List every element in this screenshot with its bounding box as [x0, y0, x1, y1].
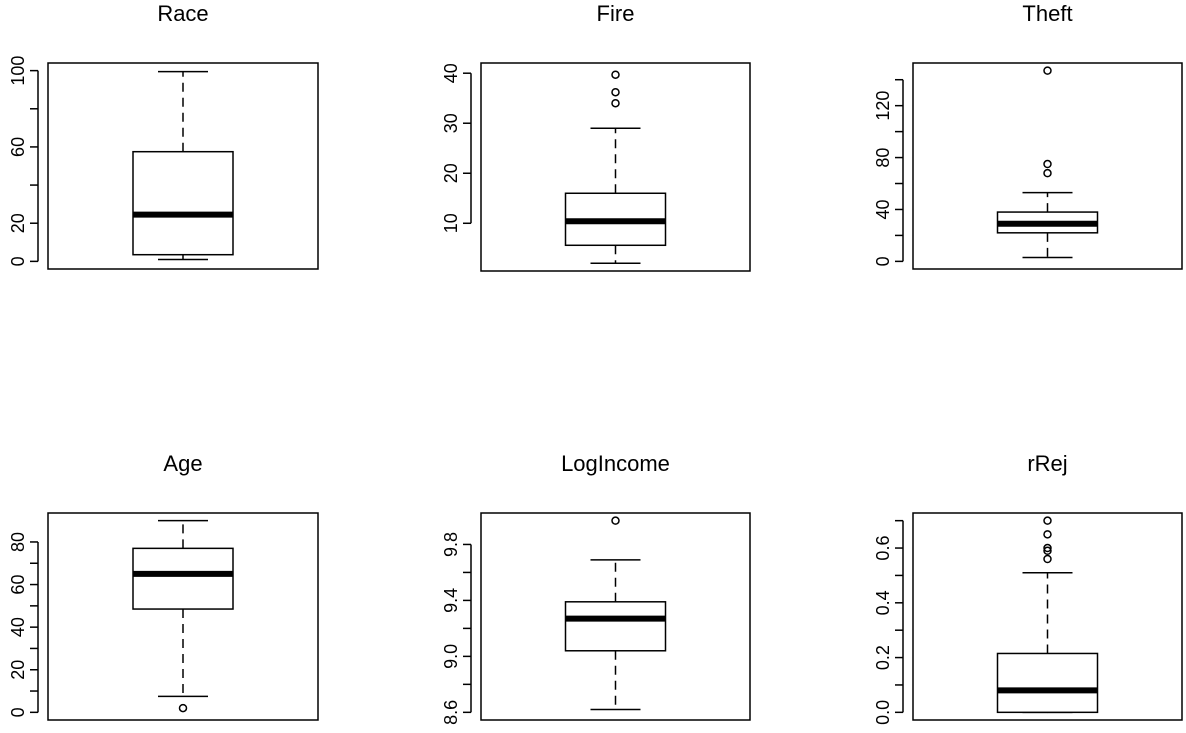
plot-frame [47, 62, 319, 270]
y-tick-label: 9.0 [441, 644, 461, 669]
outlier-point [178, 703, 188, 713]
chart-title: Theft [1022, 1, 1072, 26]
y-tick-label: 20 [8, 660, 28, 680]
y-tick-label: 9.4 [441, 588, 461, 613]
outlier-point [1043, 159, 1052, 169]
y-tick-label: 60 [8, 575, 28, 595]
chart-title: rRej [1027, 451, 1067, 476]
plot-frame [480, 512, 751, 721]
y-tick-label: 30 [441, 113, 461, 133]
y-tick-label: 20 [441, 163, 461, 183]
outlier-point [611, 516, 620, 525]
iqr-box [132, 547, 234, 610]
y-tick-label: 40 [873, 199, 893, 219]
outlier-point [1043, 516, 1052, 525]
boxplot-panel-age: Age 0 20 40 60 80 [8, 451, 319, 721]
y-tick-label: 80 [8, 532, 28, 552]
y-tick-label: 60 [8, 137, 28, 157]
plot-frame [912, 62, 1183, 270]
outlier-point [1043, 530, 1052, 539]
chart-title: Race [157, 1, 208, 26]
outlier-point [1043, 168, 1052, 178]
outlier-point [611, 70, 620, 79]
y-tick-label: 40 [441, 63, 461, 83]
plot-frame [480, 62, 751, 272]
iqr-box [132, 150, 234, 256]
y-tick-label: 8.6 [441, 700, 461, 725]
y-tick-label: 0 [873, 256, 893, 266]
plot-frame [912, 512, 1183, 721]
y-tick-label: 40 [8, 617, 28, 637]
iqr-box [564, 601, 667, 652]
outlier-point [1043, 66, 1052, 75]
y-tick-label: 0.2 [873, 645, 893, 670]
y-tick-label: 120 [873, 91, 893, 121]
y-tick-label: 0.4 [873, 590, 893, 615]
boxplot-panel-rrej: rRej 0.0 0.2 0.4 0.6 [873, 451, 1183, 725]
iqr-box [996, 652, 1099, 714]
y-tick-label: 80 [873, 148, 893, 168]
chart-title: Age [163, 451, 202, 476]
outlier-point [611, 87, 620, 97]
boxplot-panel-race: Race 0 20 60 100 [8, 1, 319, 270]
y-tick-label: 20 [8, 213, 28, 233]
outlier-point [1043, 554, 1052, 564]
boxplot-panel-fire: Fire 10 20 30 40 [441, 1, 751, 272]
outlier-point [1043, 546, 1052, 556]
outlier-point [1043, 543, 1052, 553]
outlier-point [611, 98, 620, 108]
y-tick-label: 0 [8, 256, 28, 266]
y-tick-label: 100 [8, 56, 28, 86]
y-tick-label: 0.6 [873, 536, 893, 561]
boxplot-panel-logincome: LogIncome 8.6 9.0 9.4 9.8 [441, 451, 751, 725]
y-tick-label: 0.0 [873, 700, 893, 725]
boxplot-panel-theft: Theft 0 40 80 120 [873, 1, 1183, 270]
y-tick-label: 10 [441, 213, 461, 233]
y-tick-label: 9.8 [441, 532, 461, 557]
chart-title: LogIncome [561, 451, 670, 476]
chart-title: Fire [597, 1, 635, 26]
plot-frame [47, 512, 319, 721]
y-tick-label: 0 [8, 707, 28, 717]
